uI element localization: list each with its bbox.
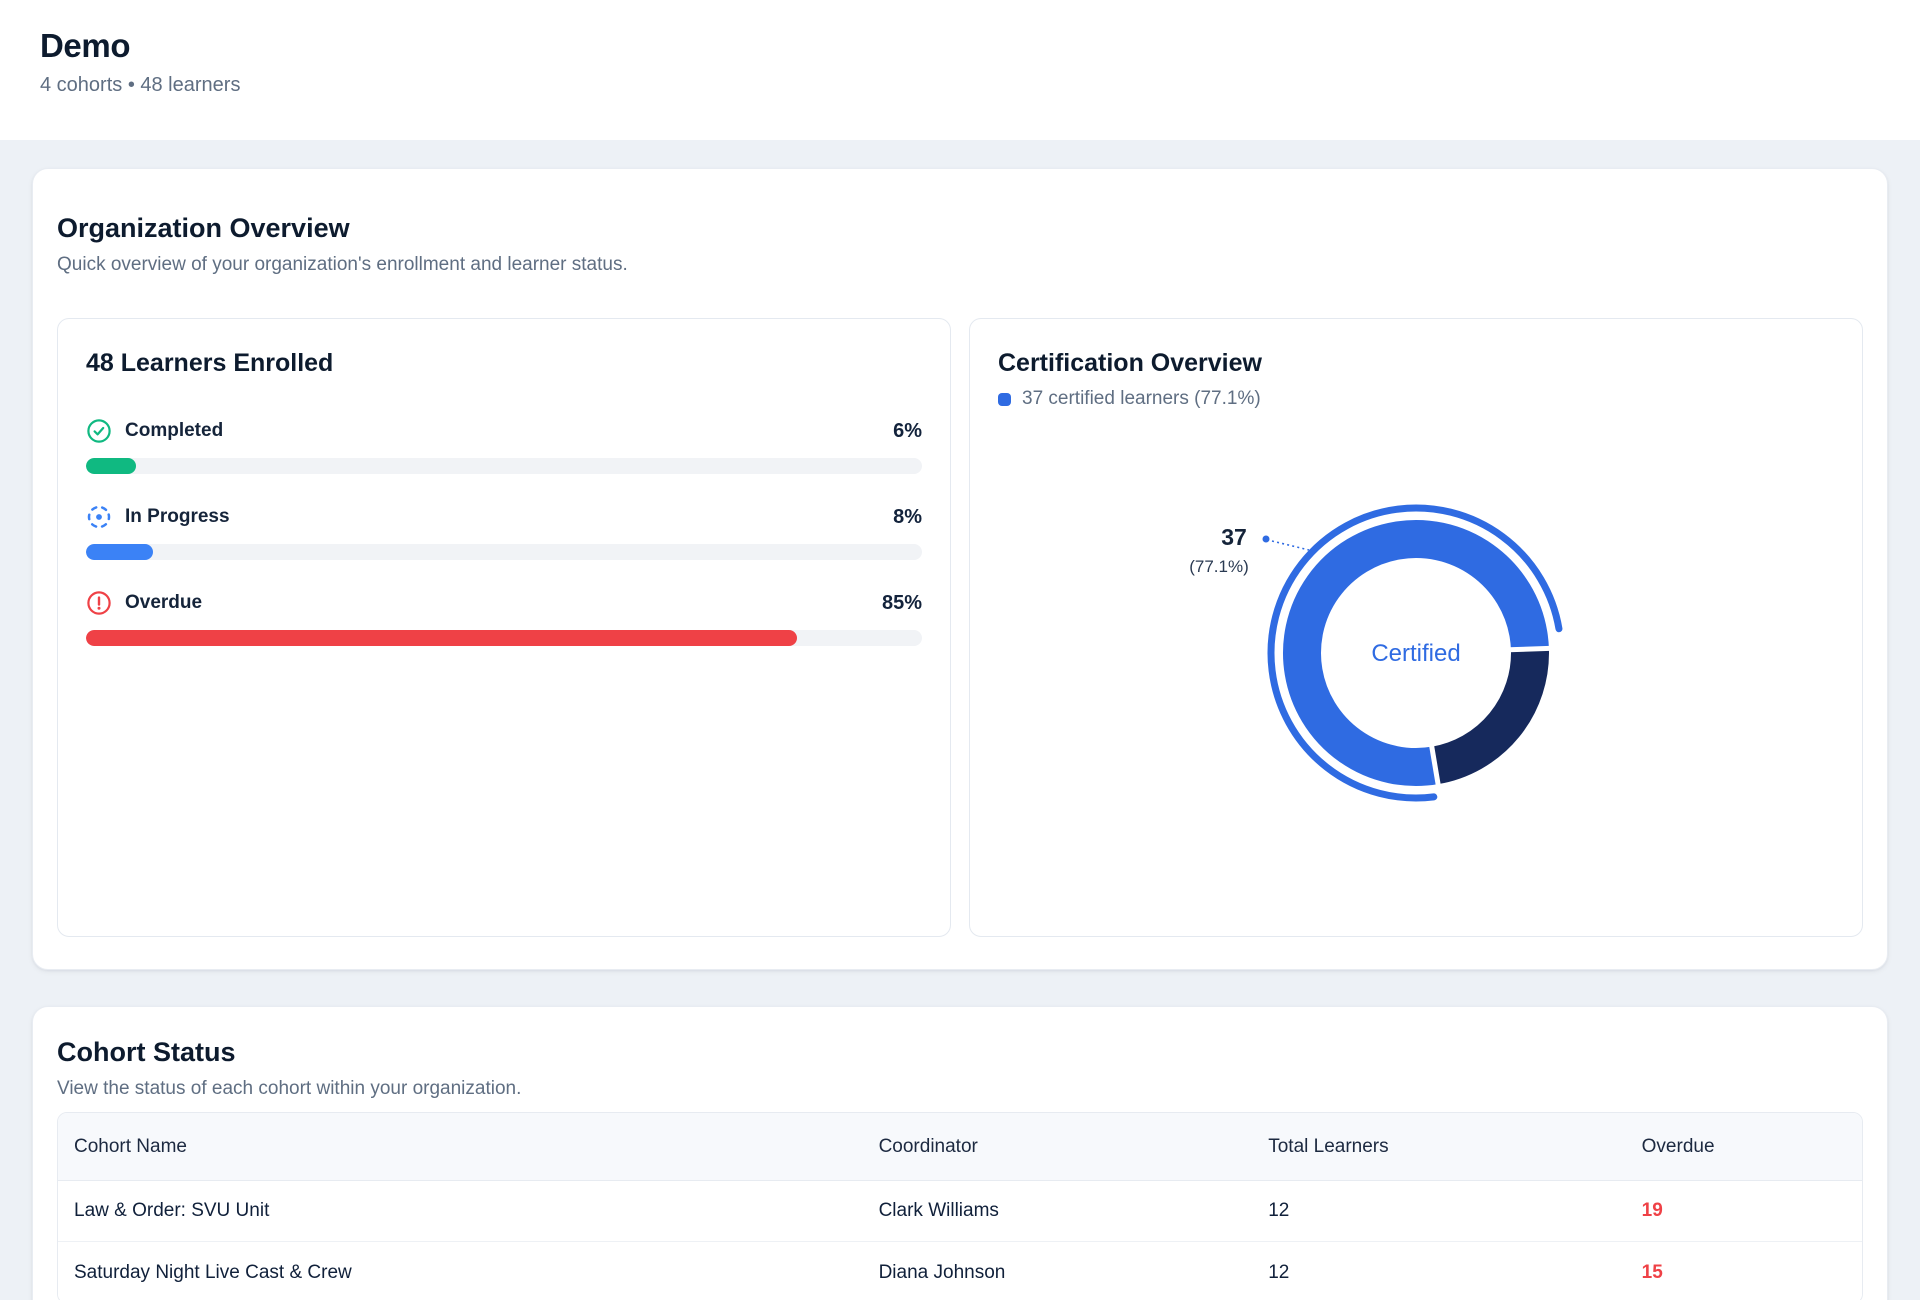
table-row[interactable]: Saturday Night Live Cast & Crew Diana Jo… [58, 1242, 1862, 1300]
cell-overdue: 19 [1641, 1200, 1663, 1221]
organization-overview-description: Quick overview of your organization's en… [57, 254, 628, 275]
progress-fill-completed [86, 458, 137, 474]
stat-value-overdue: 85% [881, 591, 922, 614]
donut-annotation-pct: (77.1%) [1189, 557, 1249, 576]
cell-total-learners: 12 [1268, 1261, 1290, 1283]
organization-overview-title: Organization Overview [57, 213, 350, 243]
progress-track-in-progress [86, 544, 922, 560]
enrollment-rows: Completed 6% [86, 418, 922, 646]
stat-row-in-progress: In Progress 8% [86, 504, 922, 560]
cell-cohort-name: Law & Order: SVU Unit [74, 1200, 270, 1221]
col-header-coordinator: Coordinator [878, 1135, 978, 1157]
donut-leader-dot [1262, 535, 1270, 543]
progress-fill-overdue [86, 630, 797, 646]
col-header-overdue: Overdue [1641, 1135, 1715, 1157]
stat-label-in-progress: In Progress [125, 506, 230, 527]
cohort-table: Cohort Name Coordinator Total Learners O… [57, 1112, 1863, 1300]
chart-legend-item[interactable]: 37 certified learners (77.1%) [998, 388, 1834, 410]
main-content: Organization Overview Quick overview of … [0, 140, 1920, 1300]
cell-coordinator: Diana Johnson [878, 1261, 1006, 1283]
enrollment-card: 48 Learners Enrolled Completed 6% [57, 318, 951, 937]
progress-fill-in-progress [86, 544, 153, 560]
page-header: Demo 4 cohorts • 48 learners [0, 0, 1920, 140]
cohort-status-description: View the status of each cohort within yo… [57, 1078, 522, 1099]
certification-donut-chart: 37 (77.1%) Certified [1116, 443, 1716, 868]
cell-total-learners: 12 [1268, 1200, 1290, 1221]
progress-track-completed [86, 458, 922, 474]
donut-center-label: Certified [1371, 640, 1460, 667]
col-header-cohort-name: Cohort Name [74, 1135, 187, 1157]
certification-card: Certification Overview 37 certified lear… [969, 318, 1863, 937]
cohort-status-title: Cohort Status [57, 1037, 236, 1067]
alert-circle-icon [86, 590, 112, 616]
page-subtitle: 4 cohorts • 48 learners [40, 74, 241, 96]
table-row[interactable]: Law & Order: SVU Unit Clark Williams 12 … [58, 1181, 1862, 1242]
legend-label: 37 certified learners (77.1%) [1022, 388, 1261, 409]
donut-annotation-value: 37 [1221, 524, 1247, 550]
donut-leader-line [1271, 540, 1310, 551]
progress-track-overdue [86, 630, 922, 646]
cohort-table-header: Cohort Name Coordinator Total Learners O… [58, 1113, 1862, 1181]
enrollment-card-title: 48 Learners Enrolled [86, 349, 334, 377]
stat-row-overdue: Overdue 85% [86, 590, 922, 646]
cell-overdue: 15 [1641, 1261, 1663, 1283]
legend-swatch [998, 392, 1011, 406]
overview-grid: 48 Learners Enrolled Completed 6% [57, 318, 1863, 937]
donut-highlight-arc [1267, 504, 1565, 802]
stat-value-in-progress: 8% [893, 505, 922, 528]
organization-overview-section: Organization Overview Quick overview of … [32, 168, 1888, 970]
stat-value-completed: 6% [893, 419, 922, 442]
stat-label-overdue: Overdue [125, 592, 203, 613]
col-header-total-learners: Total Learners [1268, 1135, 1389, 1157]
cohort-status-section: Cohort Status View the status of each co… [32, 1006, 1888, 1300]
page-title: Demo [40, 27, 131, 64]
progress-circle-icon [86, 504, 112, 530]
stat-label-completed: Completed [125, 420, 224, 441]
check-circle-icon [86, 418, 112, 444]
cell-coordinator: Clark Williams [878, 1200, 999, 1221]
cell-cohort-name: Saturday Night Live Cast & Crew [74, 1261, 352, 1283]
stat-row-completed: Completed 6% [86, 418, 922, 474]
certification-card-title: Certification Overview [998, 349, 1262, 377]
